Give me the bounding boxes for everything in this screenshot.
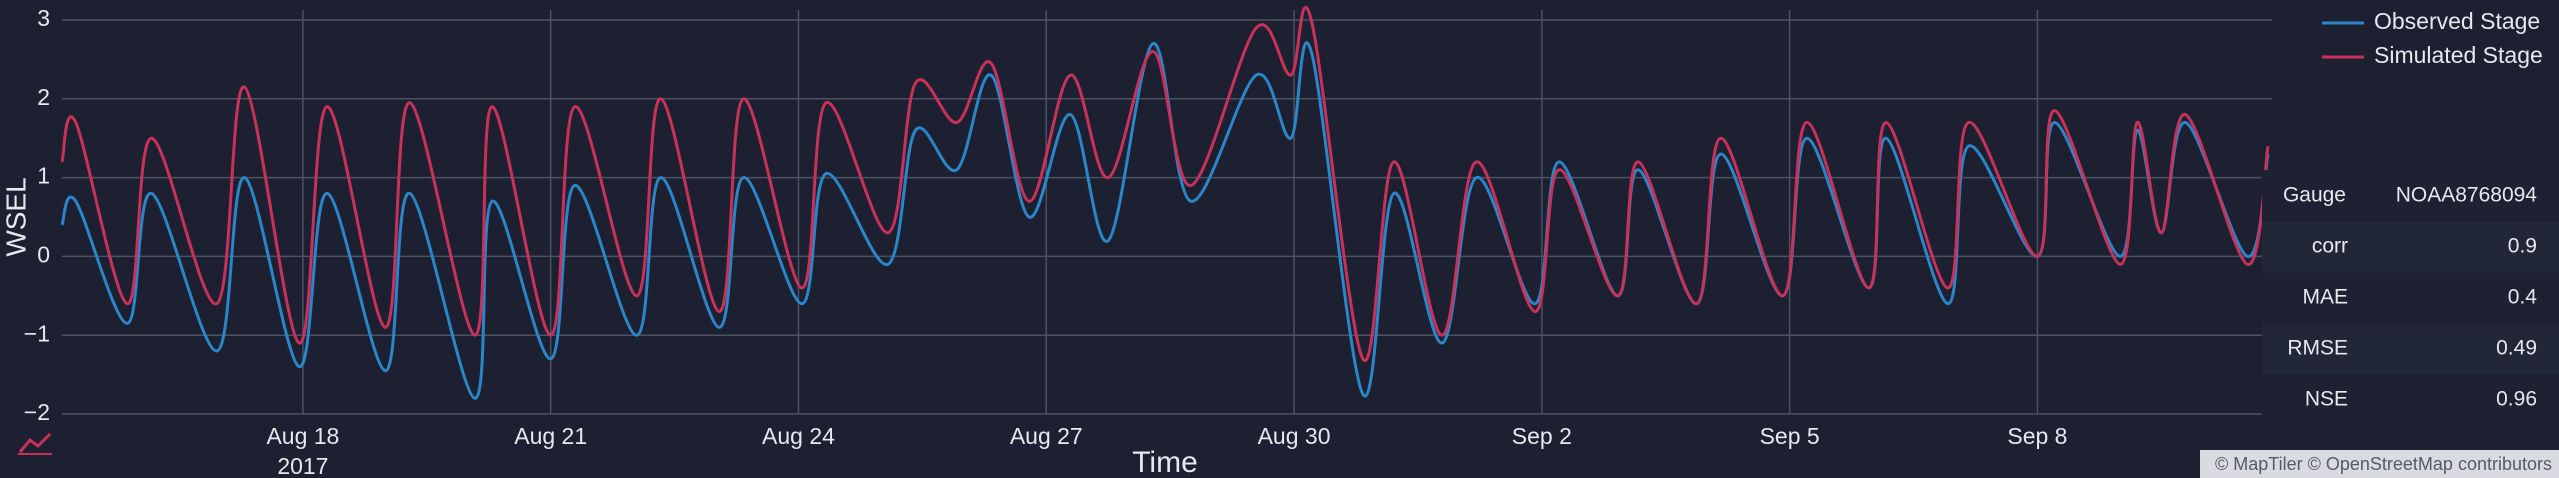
icon-line bbox=[18, 432, 52, 453]
y-tick-label: −1 bbox=[24, 320, 50, 346]
table-row bbox=[2262, 222, 2559, 272]
table-key: NSE bbox=[2305, 388, 2348, 411]
table-value: NOAA8768094 bbox=[2396, 184, 2538, 207]
x-tick-sublabel: 2017 bbox=[277, 453, 328, 478]
table-row bbox=[2262, 375, 2559, 425]
y-tick-label: −2 bbox=[24, 399, 50, 425]
x-tick-label: Aug 30 bbox=[1258, 423, 1331, 449]
attribution-box bbox=[2200, 450, 2559, 478]
legend-label: Simulated Stage bbox=[2374, 42, 2543, 68]
table-key: RMSE bbox=[2287, 337, 2348, 360]
stats-table: Gauge NOAA8768094 corr 0.9 MAE 0.4 RMSE 0.49 NSE… bbox=[2262, 170, 2559, 425]
table-row bbox=[2262, 171, 2559, 221]
x-tick-label: Sep 2 bbox=[1512, 423, 1572, 449]
table-value: 0.96 bbox=[2496, 388, 2537, 411]
legend-label: Observed Stage bbox=[2374, 8, 2540, 34]
y-tick-label: 2 bbox=[37, 84, 50, 110]
y-tick-label: 0 bbox=[37, 241, 50, 267]
table-value: 0.4 bbox=[2508, 286, 2538, 309]
legend-item[interactable]: Simulated Stage bbox=[2322, 42, 2543, 68]
table-key: Gauge bbox=[2283, 184, 2346, 207]
table-key: MAE bbox=[2302, 286, 2348, 309]
legend-item[interactable]: Observed Stage bbox=[2322, 8, 2540, 34]
x-axis-label: Time bbox=[1132, 446, 1198, 478]
plot-lines bbox=[60, 6, 2270, 400]
table-row bbox=[2262, 273, 2559, 323]
x-tick-label: Sep 5 bbox=[1760, 423, 1820, 449]
x-tick-label: Aug 27 bbox=[1010, 423, 1083, 449]
series-line bbox=[60, 6, 2270, 363]
table-value: 0.49 bbox=[2496, 337, 2537, 360]
legend[interactable]: Observed Stage Simulated Stage bbox=[2322, 8, 2543, 68]
x-tick-label: Aug 21 bbox=[514, 423, 587, 449]
y-tick-label: 1 bbox=[37, 163, 50, 189]
table-key: corr bbox=[2312, 235, 2348, 258]
x-tick-label: Sep 8 bbox=[2007, 423, 2067, 449]
table-value: 0.9 bbox=[2508, 235, 2537, 258]
x-tick-label: Aug 24 bbox=[762, 423, 835, 449]
chart-icon[interactable] bbox=[18, 432, 52, 455]
attribution[interactable]: © MapTiler © OpenStreetMap contributors bbox=[2215, 454, 2552, 474]
x-tick-label: Aug 18 bbox=[266, 423, 339, 449]
y-axis-label: WSEL bbox=[0, 177, 31, 256]
y-tick-label: 3 bbox=[37, 5, 50, 31]
table-row bbox=[2262, 324, 2559, 374]
